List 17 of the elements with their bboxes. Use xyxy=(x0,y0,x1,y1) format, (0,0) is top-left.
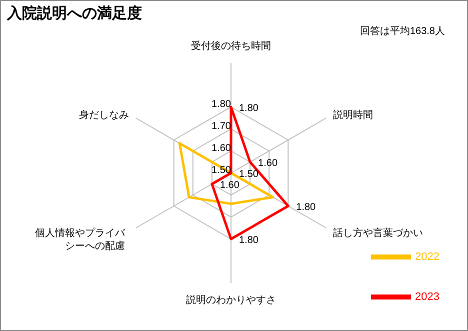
spoke-label: 説明のわかりやすさ xyxy=(186,294,276,306)
legend-label: 2023 xyxy=(415,290,440,303)
data-label: 1.80 xyxy=(239,235,259,246)
data-label: 1.80 xyxy=(239,103,259,114)
spoke-label: 身だしなみ xyxy=(78,109,129,121)
spoke-label: 説明時間 xyxy=(333,109,374,121)
legend-label: 2022 xyxy=(415,250,440,263)
y-tick-label: 1.80 xyxy=(212,99,232,110)
text: 回答は平均163.8人 xyxy=(360,25,445,38)
data-label: 1.60 xyxy=(258,158,278,169)
data-label: 1.60 xyxy=(220,180,240,191)
chart-title: 入院説明への満足度 xyxy=(7,4,142,23)
spoke-label: 話し方や言葉づかい xyxy=(333,227,424,239)
spoke-label: 個人情報やプライバシーへの配慮 xyxy=(34,227,126,252)
data-label: 1.80 xyxy=(296,202,316,213)
data-label: 1.50 xyxy=(239,169,259,180)
spoke-label: 受付後の待ち時間 xyxy=(191,40,271,52)
